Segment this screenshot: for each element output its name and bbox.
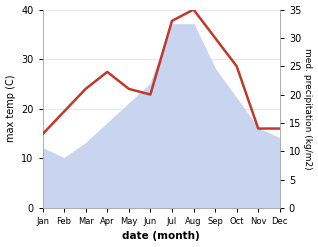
X-axis label: date (month): date (month) bbox=[122, 231, 200, 242]
Y-axis label: max temp (C): max temp (C) bbox=[5, 75, 16, 143]
Y-axis label: med. precipitation (kg/m2): med. precipitation (kg/m2) bbox=[303, 48, 313, 169]
